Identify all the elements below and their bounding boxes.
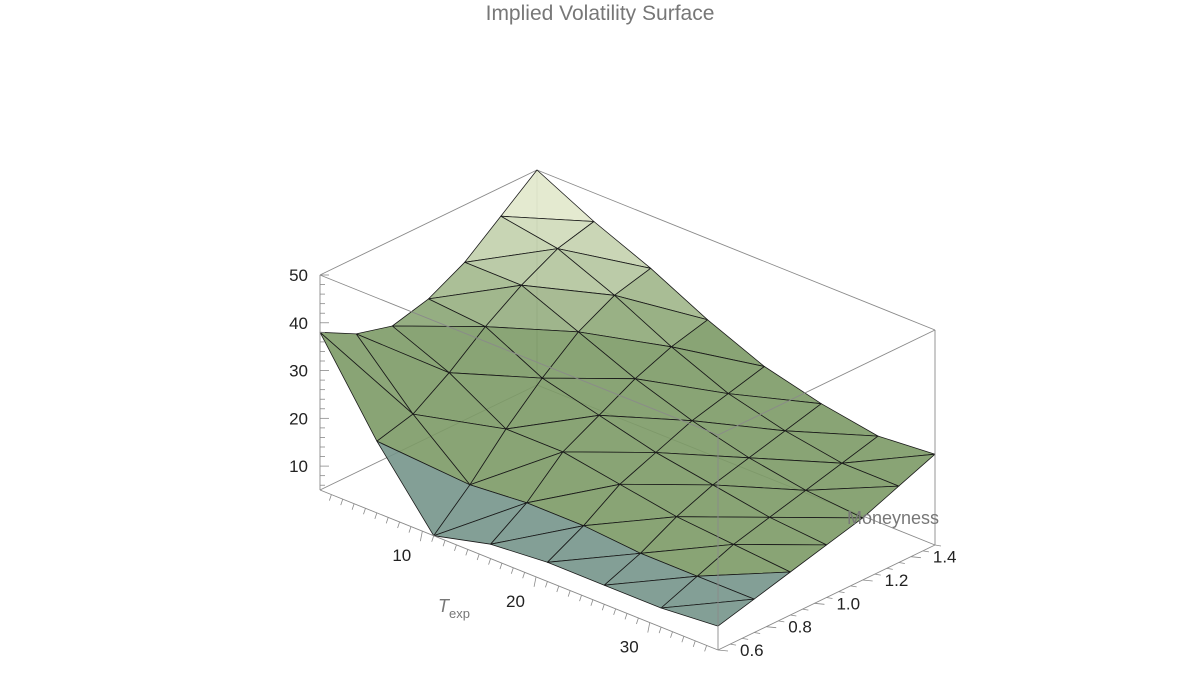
- y-axis-ticks: 0.6 0.8 1.0 1.2 1.4: [717, 544, 957, 660]
- x-tick-mark: [408, 526, 412, 533]
- z-axis-ticks: 10 20 30 40 50: [289, 266, 329, 486]
- z-tick-label: 10: [289, 457, 308, 476]
- y-tick-mark: [754, 632, 761, 634]
- x-tick-mark: [454, 544, 457, 551]
- y-tick-mark: [826, 597, 833, 599]
- x-tick-mark: [636, 617, 639, 625]
- y-tick-mark: [850, 585, 857, 588]
- x-tick-mark: [397, 521, 400, 529]
- surface-facet: [500, 169, 595, 222]
- box-edge-top-back: [536, 169, 936, 331]
- y-tick-mark: [898, 562, 905, 564]
- y-tick-mark: [802, 608, 809, 611]
- x-tick-mark: [363, 508, 366, 515]
- z-tick-label: 30: [289, 362, 308, 381]
- x-tick-label: 20: [506, 592, 525, 611]
- y-tick-label: 0.8: [788, 618, 812, 637]
- y-tick-mark: [934, 544, 942, 547]
- box-edge-top-left: [319, 169, 538, 276]
- box-edge-top-front: [319, 274, 719, 436]
- x-tick-mark: [476, 553, 480, 561]
- box-edge-floor-front: [319, 489, 719, 651]
- x-tick-mark: [692, 640, 696, 647]
- x-tick-mark: [681, 636, 685, 643]
- y-tick-label: 1.4: [933, 548, 957, 567]
- x-tick-mark: [579, 595, 582, 602]
- x-tick-mark: [624, 613, 628, 620]
- y-tick-mark: [814, 602, 825, 605]
- x-tick-label: 30: [620, 638, 639, 657]
- x-tick-label: 10: [392, 546, 411, 565]
- x-tick-mark: [658, 627, 662, 634]
- y-axis-label: Moneyness: [847, 508, 939, 528]
- x-axis-ticks: 10 20 30: [328, 494, 708, 657]
- y-tick-mark: [778, 620, 785, 623]
- y-tick-mark: [742, 637, 749, 640]
- x-tick-mark: [670, 631, 673, 638]
- y-tick-mark: [766, 626, 777, 629]
- z-tick-label: 40: [289, 314, 308, 333]
- y-tick-mark: [910, 556, 921, 559]
- x-axis-label: Texp: [438, 596, 470, 621]
- x-tick-mark: [601, 604, 605, 611]
- x-tick-mark: [328, 494, 332, 501]
- x-tick-mark: [510, 567, 514, 574]
- y-tick-mark: [874, 573, 881, 576]
- x-tick-mark: [590, 599, 594, 606]
- x-tick-mark: [419, 531, 423, 542]
- y-tick-mark: [862, 579, 873, 582]
- x-tick-mark: [613, 608, 617, 615]
- y-tick-label: 0.6: [740, 641, 764, 660]
- x-tick-mark: [431, 535, 435, 542]
- x-axis-label-sub: exp: [449, 606, 470, 621]
- x-tick-mark: [704, 645, 708, 652]
- y-tick-label: 1.2: [885, 571, 909, 590]
- y-tick-mark: [922, 550, 930, 553]
- y-tick-mark: [729, 643, 737, 646]
- x-tick-mark: [647, 622, 651, 633]
- y-tick-mark: [886, 567, 893, 570]
- x-tick-mark: [374, 512, 378, 519]
- z-tick-label: 50: [289, 266, 308, 285]
- x-tick-mark: [385, 517, 389, 524]
- y-tick-mark: [838, 591, 845, 594]
- x-tick-mark: [340, 499, 344, 506]
- y-tick-mark: [717, 649, 729, 652]
- x-tick-mark: [567, 590, 571, 597]
- surface-facet: [660, 598, 755, 627]
- x-tick-mark: [533, 576, 537, 587]
- x-tick-mark: [488, 558, 491, 565]
- x-tick-mark: [465, 549, 469, 556]
- x-tick-mark: [442, 540, 446, 547]
- x-tick-mark: [556, 585, 560, 593]
- x-axis-label-main: T: [438, 596, 451, 616]
- y-tick-label: 1.0: [836, 594, 860, 613]
- box-edge-top-right: [717, 329, 936, 436]
- x-tick-mark: [545, 581, 548, 588]
- x-tick-mark: [351, 503, 355, 510]
- chart-title: Implied Volatility Surface: [485, 2, 715, 25]
- z-tick-label: 20: [289, 409, 308, 428]
- x-tick-mark: [499, 563, 503, 570]
- surface-mesh: [319, 169, 936, 627]
- y-tick-mark: [790, 614, 797, 617]
- x-tick-mark: [522, 572, 526, 579]
